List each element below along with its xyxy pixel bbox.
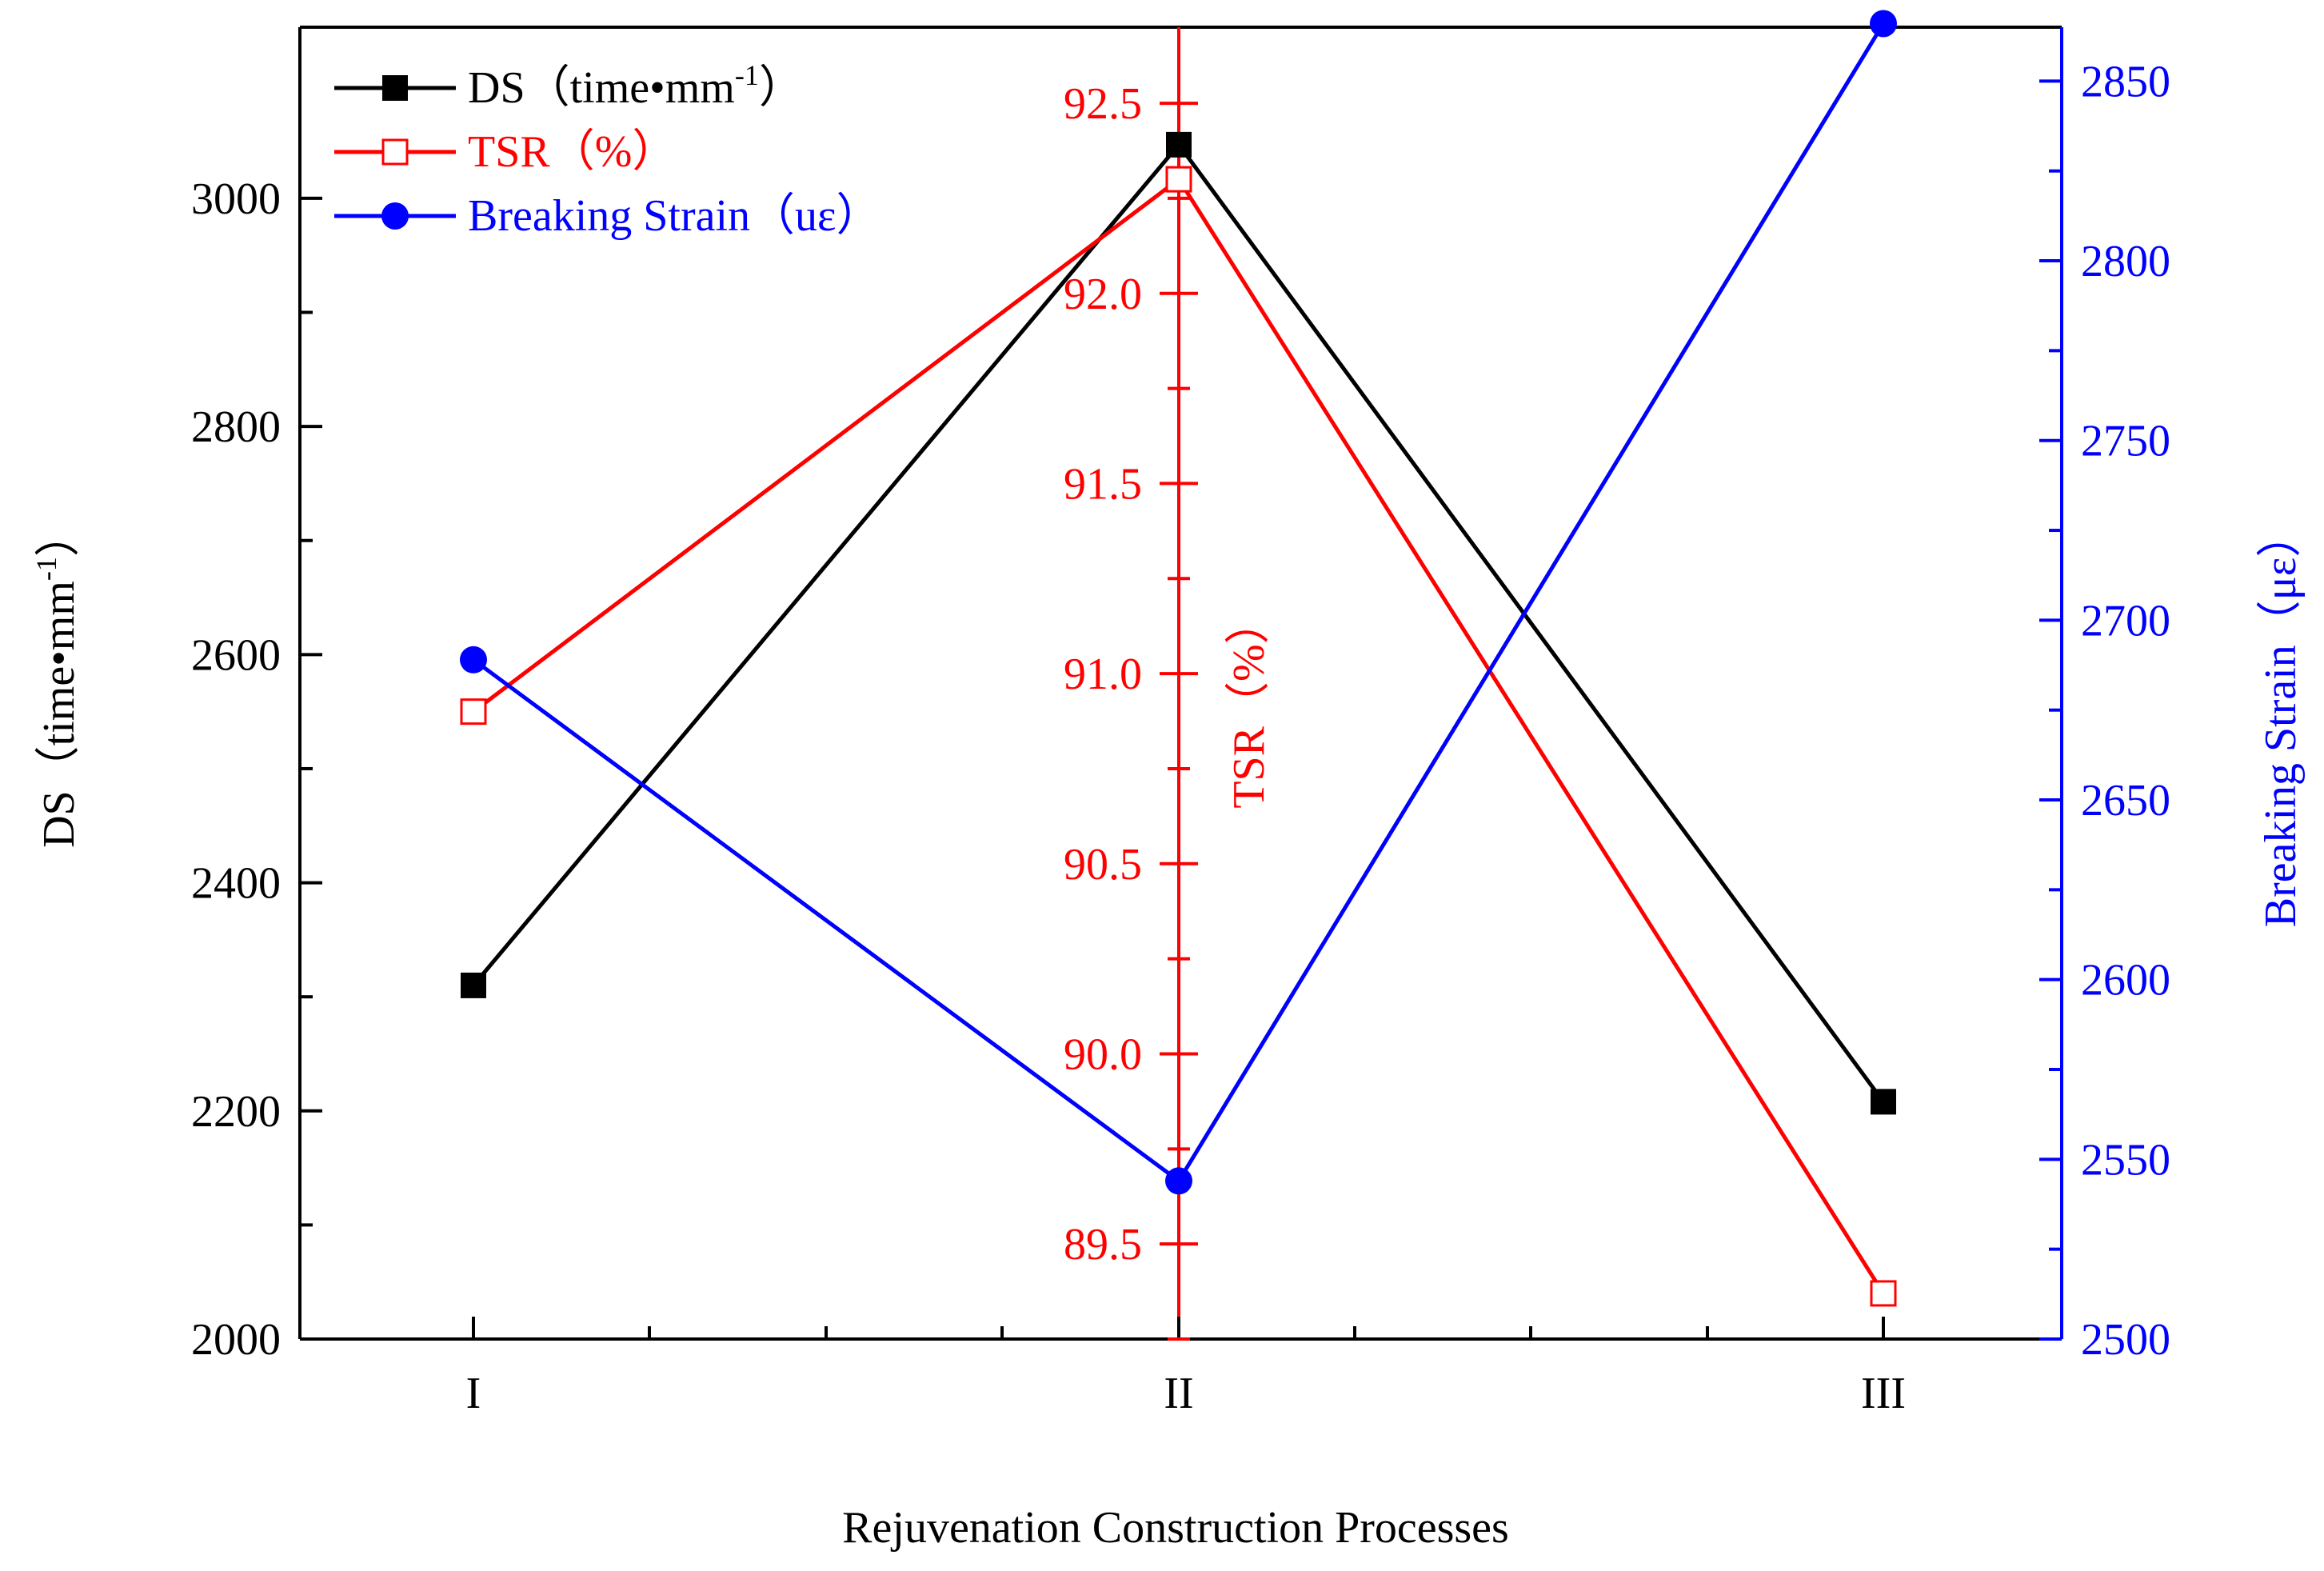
middle-axis-title: TSR（%） (1224, 599, 1274, 808)
legend-ds-label-close: ） (759, 63, 804, 113)
series-layer (460, 10, 1897, 1307)
right-tick-label-2700: 2700 (2081, 596, 2170, 646)
middle-tick-label-89.5: 89.5 (1064, 1220, 1142, 1269)
legend-tsr-marker (381, 138, 409, 166)
series-bs-point-I (460, 646, 487, 674)
left-tick-label-2400: 2400 (191, 859, 281, 909)
series-tsr-point-II (1165, 166, 1192, 193)
x-axis-tick-labels: I II III (466, 1369, 1906, 1418)
right-axis-ticks (2039, 79, 2062, 1341)
left-axis-title-sup: -1 (30, 557, 62, 581)
series-ds-point-III (1871, 1089, 1896, 1115)
right-axis-tick-labels: 2500 2550 2600 2650 2700 2750 2800 2850 (2081, 57, 2170, 1365)
legend: DS（time•mm-1） TSR（%） Breaking Strain（uε） (334, 59, 881, 241)
right-tick-label-2650: 2650 (2081, 776, 2170, 825)
legend-item-breaking-strain: Breaking Strain（uε） (334, 191, 881, 241)
middle-tick-label-90.0: 90.0 (1064, 1029, 1142, 1079)
middle-tick-label-92.5: 92.5 (1064, 79, 1142, 129)
legend-ds-marker (382, 75, 408, 101)
x-tick-label-1: I (466, 1369, 481, 1418)
left-axis-ticks (300, 196, 322, 1341)
right-tick-label-2550: 2550 (2081, 1135, 2170, 1185)
legend-item-ds: DS（time•mm-1） (334, 59, 804, 113)
left-tick-label-2800: 2800 (191, 402, 281, 452)
middle-tick-label-90.5: 90.5 (1064, 840, 1142, 889)
legend-tsr-label: TSR（%） (468, 127, 677, 177)
series-tsr (460, 166, 1897, 1307)
series-bs-point-II (1165, 1167, 1192, 1195)
middle-tick-label-91.5: 91.5 (1064, 459, 1142, 509)
left-tick-label-2200: 2200 (191, 1087, 281, 1137)
x-tick-label-3: III (1861, 1369, 1906, 1418)
series-bs-point-III (1870, 10, 1897, 38)
x-axis-ticks (472, 1317, 1885, 1339)
middle-axis-ticks (1160, 102, 1198, 1341)
left-axis-tick-labels: 2000 2200 2400 2600 2800 3000 (191, 174, 281, 1365)
left-axis-title-main: DS（time•mm (34, 581, 84, 848)
legend-bs-marker (381, 202, 409, 230)
left-tick-label-3000: 3000 (191, 174, 281, 224)
right-tick-label-2500: 2500 (2081, 1315, 2170, 1365)
left-axis-title: DS（time•mm-1） (30, 512, 84, 848)
plot-frame (298, 26, 2063, 1341)
series-ds-point-II (1166, 131, 1192, 158)
right-tick-label-2800: 2800 (2081, 237, 2170, 286)
series-ds-point-I (461, 972, 486, 998)
middle-tick-label-91.0: 91.0 (1064, 650, 1142, 699)
middle-axis-tick-labels: 89.5 90.0 90.5 91.0 91.5 92.0 92.5 (1064, 79, 1142, 1269)
legend-bs-label: Breaking Strain（uε） (468, 191, 881, 241)
left-axis-title-close: ） (34, 512, 84, 557)
middle-tick-label-92.0: 92.0 (1064, 270, 1142, 319)
series-ds (461, 131, 1896, 1115)
series-tsr-point-I (460, 698, 487, 726)
right-tick-label-2750: 2750 (2081, 417, 2170, 466)
legend-item-tsr: TSR（%） (334, 127, 677, 177)
series-bs (460, 10, 1897, 1195)
right-tick-label-2850: 2850 (2081, 57, 2170, 106)
left-tick-label-2600: 2600 (191, 630, 281, 680)
x-axis-title: Rejuvenation Construction Processes (842, 1503, 1509, 1553)
legend-ds-label-main: DS（time•mm (468, 63, 735, 113)
right-axis-title: Breaking Strain（με） (2256, 513, 2306, 928)
series-tsr-point-III (1870, 1280, 1897, 1307)
legend-ds-label-sup: -1 (735, 59, 759, 91)
left-tick-label-2000: 2000 (191, 1315, 281, 1365)
x-tick-label-2: II (1164, 1369, 1193, 1418)
legend-ds-label: DS（time•mm-1） (468, 59, 804, 113)
right-tick-label-2600: 2600 (2081, 956, 2170, 1005)
